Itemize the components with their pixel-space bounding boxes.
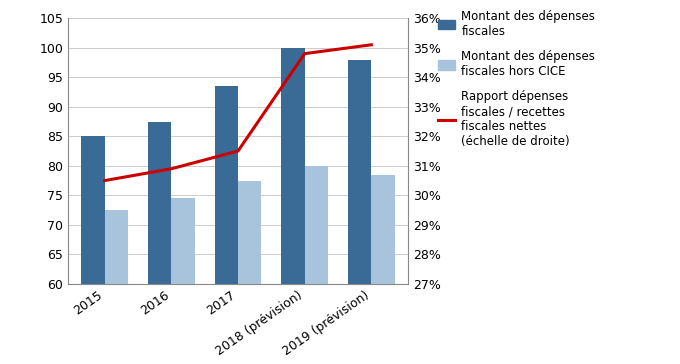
- Bar: [282, 48, 305, 364]
- Bar: [215, 86, 238, 364]
- Bar: [348, 60, 371, 364]
- Bar: [371, 175, 394, 364]
- Bar: [82, 136, 105, 364]
- Legend: Montant des dépenses
fiscales, Montant des dépenses
fiscales hors CICE, Rapport : Montant des dépenses fiscales, Montant d…: [438, 9, 595, 149]
- Bar: [305, 166, 328, 364]
- Bar: [238, 181, 261, 364]
- Bar: [105, 210, 128, 364]
- Bar: [171, 198, 194, 364]
- Bar: [148, 122, 171, 364]
